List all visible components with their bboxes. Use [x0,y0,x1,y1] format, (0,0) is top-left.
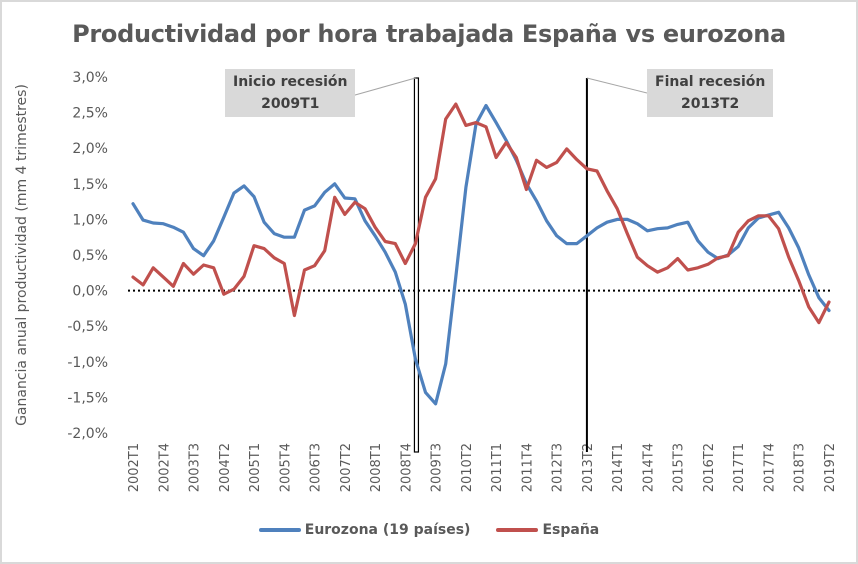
y-tick-label: 2,5% [72,106,108,122]
legend-swatch-eurozona [258,528,301,532]
x-tick-label: 2002T1 [127,443,142,492]
x-tick-label: 2014T1 [611,443,626,492]
callout-recession-start-line2: 2009T1 [261,96,320,112]
series-line-espana [131,102,831,325]
callout-connector [347,77,416,98]
y-tick-label: -2,0% [67,426,108,442]
legend-item-espana: España [496,522,599,538]
x-tick-label: 2012T3 [551,443,566,492]
x-tick-label: 2010T2 [460,443,475,492]
x-tick-label: 2004T2 [218,443,233,492]
x-tick-label: 2013T2 [581,443,596,492]
y-tick-label: 0,5% [72,248,108,264]
x-tick-label: 2008T4 [399,443,414,492]
y-tick-label: 2,0% [72,141,108,157]
legend-swatch-espana [496,528,539,532]
y-tick-label: -1,5% [67,390,108,406]
x-tick-label: 2002T4 [157,443,172,492]
legend-item-eurozona: Eurozona (19 países) [258,522,471,538]
y-tick-label: 1,5% [72,177,108,193]
x-tick-label: 2008T1 [369,443,384,492]
x-tick-label: 2007T2 [339,443,354,492]
x-tick-label: 2019T2 [823,443,838,492]
x-tick-label: 2017T4 [762,443,777,492]
legend: Eurozona (19 países) España [0,522,858,538]
y-tick-label: 1,0% [72,212,108,228]
x-tick-label: 2016T2 [702,443,717,492]
legend-label-espana: España [542,522,600,538]
x-tick-label: 2018T3 [793,443,808,492]
x-tick-label: 2017T1 [732,443,747,492]
recession-start-marker [413,77,420,453]
callout-recession-end-line1: Final recesión [655,74,766,90]
y-tick-label: 0,0% [72,284,108,300]
x-tick-label: 2005T1 [248,443,263,492]
x-tick-label: 2009T3 [430,443,445,492]
legend-label-eurozona: Eurozona (19 países) [304,522,471,538]
y-tick-label: -0,5% [67,319,108,335]
x-tick-label: 2006T3 [309,443,324,492]
callout-recession-start: Inicio recesión 2009T1 [225,69,356,117]
series-line-eurozona [131,103,831,406]
x-tick-label: 2011T1 [490,443,505,492]
x-tick-label: 2014T4 [641,443,656,492]
y-tick-label: -1,0% [67,355,108,371]
x-tick-label: 2003T3 [188,443,203,492]
x-tick-label: 2005T4 [278,443,293,492]
y-tick-label: 3,0% [72,70,108,86]
callout-recession-end: Final recesión 2013T2 [647,69,774,117]
callout-connector [586,77,648,94]
callout-recession-start-line1: Inicio recesión [233,74,348,90]
chart-title: Productividad por hora trabajada España … [72,20,786,48]
callout-recession-end-line2: 2013T2 [681,96,740,112]
x-tick-label: 2015T3 [672,443,687,492]
x-tick-label: 2011T4 [520,443,535,492]
